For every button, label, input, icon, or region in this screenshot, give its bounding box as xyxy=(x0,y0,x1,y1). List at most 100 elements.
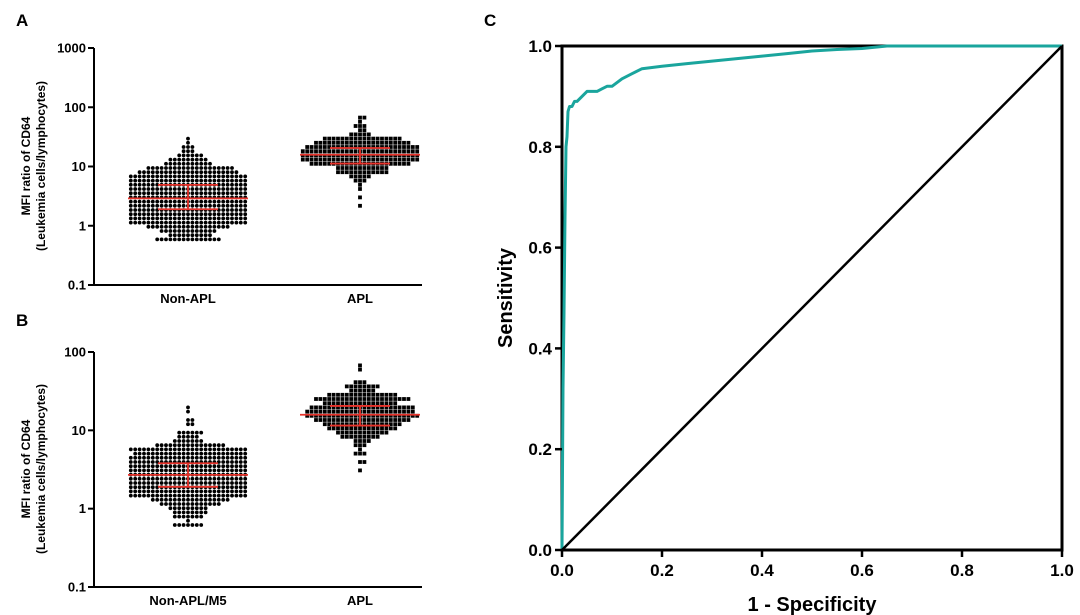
panel-b-data-point xyxy=(128,493,133,498)
panel-a-data-point xyxy=(238,199,243,204)
panel-a-data-point xyxy=(181,216,186,221)
panel-a-data-point xyxy=(344,166,349,170)
panel-b-data-point xyxy=(212,447,217,452)
panel-a-data-point xyxy=(172,203,177,208)
panel-b-data-point xyxy=(172,514,177,519)
panel-b-data-point xyxy=(203,447,208,452)
panel-b-data-point xyxy=(314,418,318,422)
panel-b-data-point xyxy=(190,489,195,494)
panel-a-data-point xyxy=(230,208,234,212)
panel-a-data-point xyxy=(203,166,208,170)
panel-a-data-point xyxy=(238,187,243,191)
panel-b-data-point xyxy=(181,443,186,448)
panel-b-data-point xyxy=(309,405,314,410)
panel-b-data-point xyxy=(190,418,195,422)
panel-a-data-point xyxy=(150,191,155,196)
panel-b-data-point xyxy=(128,455,133,460)
panel-a-data-point xyxy=(164,191,168,196)
panel-a-data-point xyxy=(172,216,177,221)
panel-b-data-point xyxy=(344,392,349,397)
panel-b-data-point xyxy=(194,476,199,481)
panel-b-data-point xyxy=(384,401,389,406)
panel-b-data-point xyxy=(384,413,389,418)
panel-a-data-point xyxy=(402,161,406,166)
panel-a-data-point xyxy=(212,174,217,179)
panel-b-data-point xyxy=(371,409,376,414)
panel-a-data-point xyxy=(177,153,182,158)
panel-b-data-point xyxy=(221,460,226,464)
panel-a-data-point xyxy=(181,174,186,179)
panel-a-data-point xyxy=(322,149,327,154)
panel-b-data-point xyxy=(168,506,173,511)
panel-a-data-point xyxy=(225,224,230,229)
panel-a-data-point xyxy=(172,237,177,242)
panel-a-data-point xyxy=(190,212,195,217)
panel-b-data-point xyxy=(199,514,204,519)
panel-a-data-point xyxy=(142,199,146,204)
panel-a-data-point xyxy=(142,212,146,217)
panel-b-data-point xyxy=(225,464,230,469)
panel-b-data-point xyxy=(340,426,345,431)
panel-a-data-point xyxy=(190,229,195,233)
panel-b-data-point xyxy=(128,460,133,464)
panel-b-data-point xyxy=(362,409,367,414)
panel-b-data-point xyxy=(221,451,226,456)
panel-b-data-point xyxy=(349,405,354,410)
panel-a-data-point xyxy=(230,174,234,179)
panel-a-data-point xyxy=(177,174,182,179)
panel-b-data-point xyxy=(366,422,371,427)
panel-b-data-point xyxy=(230,476,234,481)
panel-b-data-point xyxy=(344,413,349,418)
panel-a-data-point xyxy=(146,224,151,229)
panel-b-data-point xyxy=(225,455,230,460)
panel-a-data-point xyxy=(380,157,384,162)
panel-b-points xyxy=(128,363,420,527)
panel-b-data-point xyxy=(349,434,354,439)
panel-b-data-point xyxy=(366,434,371,439)
panel-a-data-point xyxy=(336,170,340,175)
panel-a-data-point xyxy=(208,199,212,204)
panel-b-data-point xyxy=(410,413,415,418)
panel-a-data-point xyxy=(203,212,208,217)
panel-b-data-point xyxy=(155,455,160,460)
panel-b-data-point xyxy=(203,489,208,494)
panel-b-data-point xyxy=(168,497,173,502)
panel-b-data-point xyxy=(216,502,221,506)
panel-b-data-point xyxy=(133,476,138,481)
panel-a-data-point xyxy=(238,191,243,196)
panel-b-data-point xyxy=(340,413,345,418)
panel-b-data-point xyxy=(327,392,332,397)
panel-b-data-point xyxy=(243,451,248,456)
panel-a-data-point xyxy=(393,145,398,149)
panel-b-y-tick-label: 10 xyxy=(72,423,86,438)
panel-a-data-point xyxy=(142,220,146,225)
panel-a-data-point xyxy=(159,174,164,179)
panel-b-data-point xyxy=(397,413,402,418)
panel-a-data-point xyxy=(212,220,217,225)
panel-b-data-point xyxy=(397,405,402,410)
panel-a-data-point xyxy=(366,136,371,141)
panel-b-data-point xyxy=(380,409,384,414)
panel-a-data-point xyxy=(225,220,230,225)
panel-a-data-point xyxy=(159,220,164,225)
panel-b-data-point xyxy=(203,510,208,515)
panel-a-data-point xyxy=(146,216,151,221)
panel-b-data-point xyxy=(155,476,160,481)
panel-b-data-point xyxy=(186,405,190,410)
panel-b-data-point xyxy=(380,426,384,431)
panel-b-data-point xyxy=(336,430,340,435)
panel-a-data-point xyxy=(243,182,248,187)
panel-a-data-point xyxy=(353,136,358,141)
panel-a-data-point xyxy=(327,145,332,149)
panel-b-data-point xyxy=(331,422,336,427)
panel-b-data-point xyxy=(137,481,142,485)
panel-b-data-point xyxy=(172,468,177,473)
panel-b-data-point xyxy=(353,430,358,435)
panel-b-data-point xyxy=(366,418,371,422)
panel-a-data-point xyxy=(384,140,389,145)
panel-b-data-point xyxy=(155,443,160,448)
panel-b-data-point xyxy=(349,418,354,422)
panel-b-data-point xyxy=(366,426,371,431)
panel-a-data-point xyxy=(358,182,362,187)
panel-b-data-point xyxy=(230,481,234,485)
